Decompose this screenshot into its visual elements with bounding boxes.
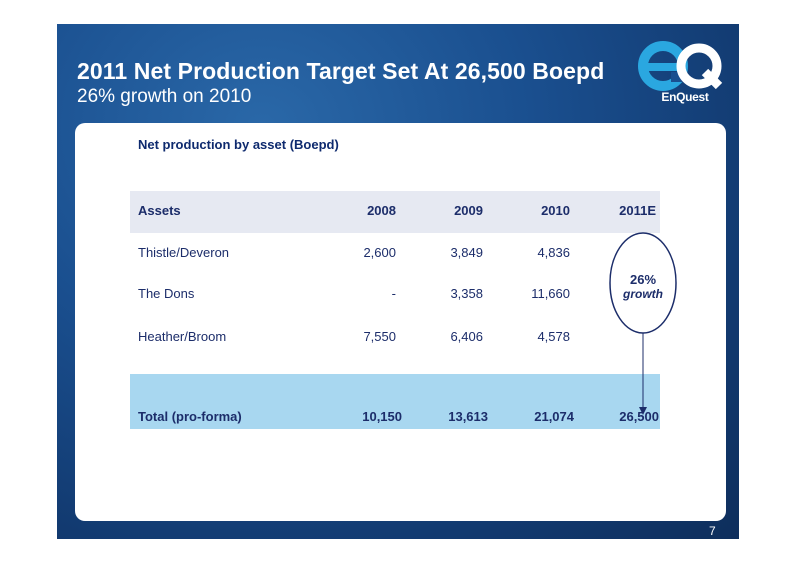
header-2010: 2010 (541, 203, 570, 218)
total-label: Total (pro-forma) (138, 409, 242, 424)
row-2009: 3,358 (450, 286, 483, 301)
table-total-row (130, 374, 660, 429)
logo-text: EnQuest (661, 90, 709, 104)
slide: 2011 Net Production Target Set At 26,500… (57, 24, 739, 539)
table-header-row (130, 191, 660, 233)
table-heading: Net production by asset (Boepd) (138, 137, 339, 152)
slide-subtitle: 26% growth on 2010 (77, 86, 252, 107)
row-asset: Heather/Broom (138, 329, 227, 344)
total-2010: 21,074 (534, 409, 574, 424)
total-2011e: 26,500 (619, 409, 659, 424)
page-number: 7 (709, 524, 716, 538)
growth-callout-oval (609, 232, 677, 415)
row-2008: 2,600 (363, 245, 396, 260)
row-2009: 3,849 (450, 245, 483, 260)
row-asset: The Dons (138, 286, 195, 301)
row-asset: Thistle/Deveron (138, 245, 230, 260)
total-2009: 13,613 (448, 409, 488, 424)
header-assets: Assets (138, 203, 181, 218)
growth-callout-text: 26% growth (609, 272, 677, 301)
header-2009: 2009 (454, 203, 483, 218)
header-2008: 2008 (367, 203, 396, 218)
enquest-logo-icon (638, 41, 723, 91)
row-2010: 4,836 (537, 245, 570, 260)
growth-word: growth (623, 287, 663, 301)
row-2008: - (391, 286, 396, 301)
production-table: Assets 2008 2009 2010 2011E Thistle/Deve… (130, 191, 660, 429)
row-2010: 4,578 (537, 329, 570, 344)
down-arrow-icon (639, 407, 647, 415)
total-2008: 10,150 (362, 409, 402, 424)
header-2011e: 2011E (619, 203, 656, 218)
row-2010: 11,660 (531, 286, 570, 301)
row-2008: 7,550 (363, 329, 396, 344)
row-2009: 6,406 (450, 329, 483, 344)
slide-title: 2011 Net Production Target Set At 26,500… (77, 58, 605, 84)
content-panel: Net production by asset (Boepd) Assets 2… (75, 123, 726, 521)
growth-percent: 26% (629, 272, 657, 287)
